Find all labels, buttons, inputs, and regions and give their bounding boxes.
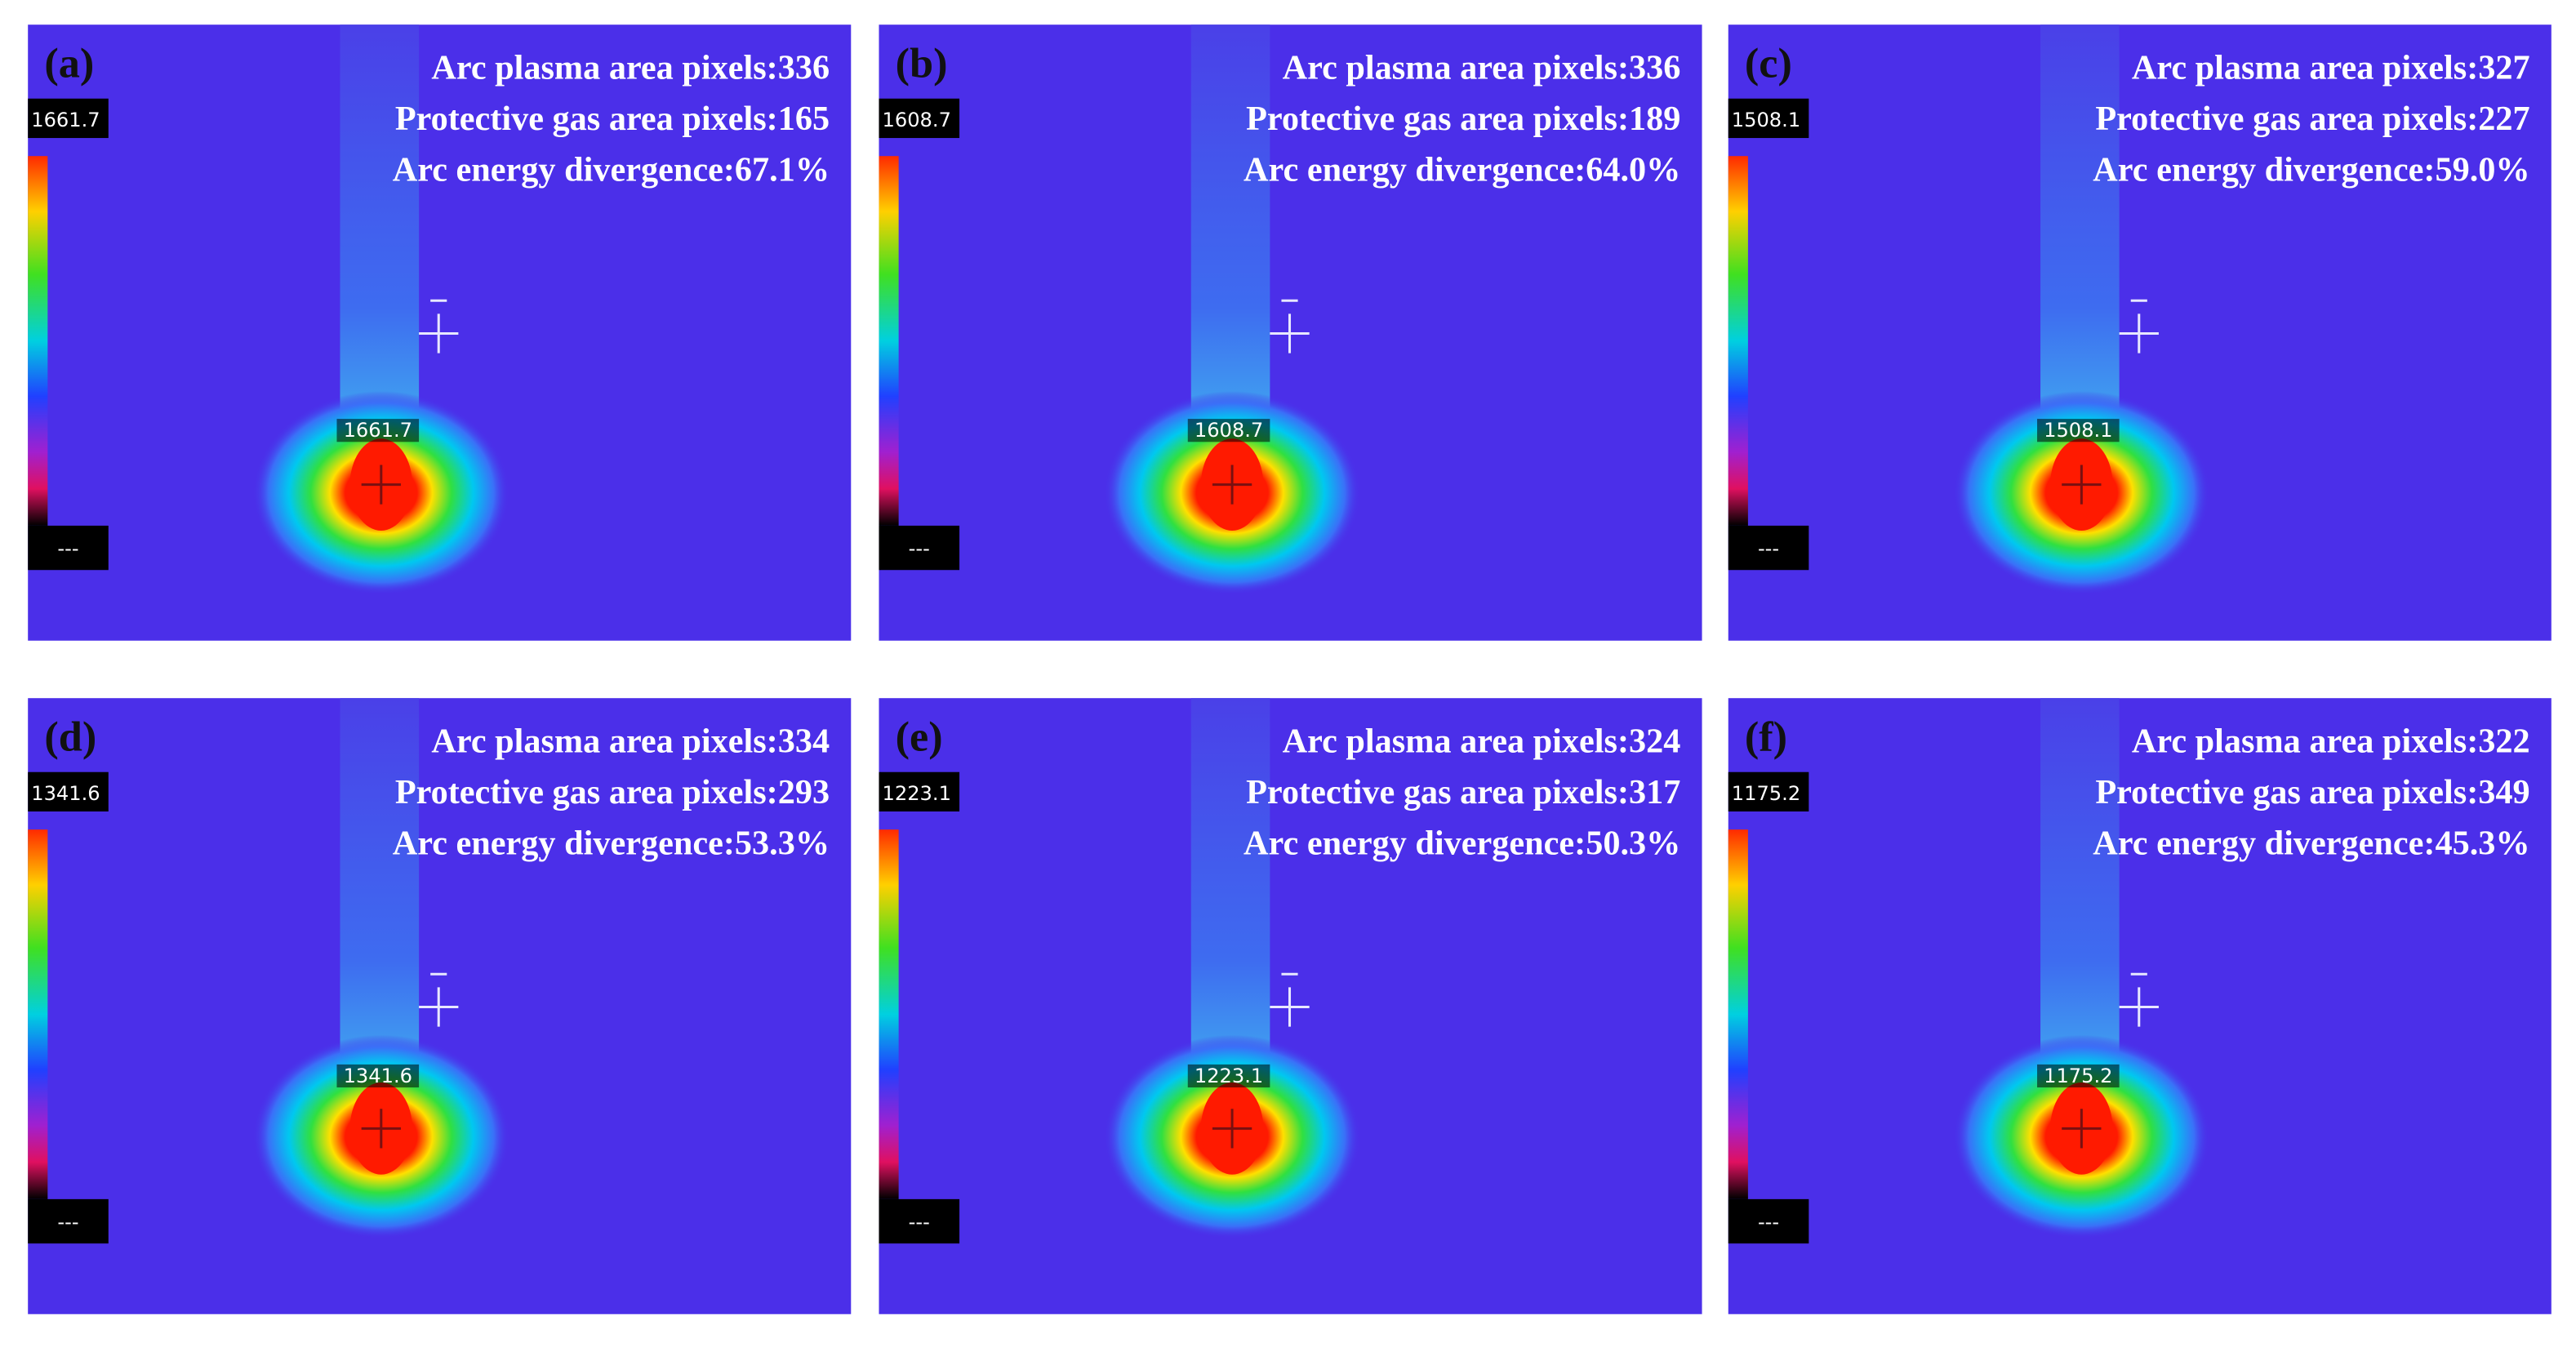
info-line: Arc plasma area pixels:334 [431,722,830,761]
torch-nozzle [340,698,420,1074]
torch-nozzle [340,24,420,429]
info-line: Arc plasma area pixels:322 [2132,722,2530,761]
info-line: Arc energy divergence:50.3% [1244,824,1680,862]
info-line: Arc plasma area pixels:324 [1283,722,1681,761]
scale-max: 1341.6 [31,782,100,805]
colorbar [1728,829,1748,1199]
torch-nozzle [1190,698,1270,1074]
info-line: Arc energy divergence:53.3% [393,824,830,862]
spot-cross [2062,1109,2102,1149]
colorbar [1728,156,1748,526]
scale-max: 1661.7 [31,109,100,131]
colorbar [28,156,48,526]
info-line: Arc plasma area pixels:327 [2132,49,2530,87]
crosshair [1270,972,1310,1027]
info-line: Arc energy divergence:45.3% [2093,824,2529,862]
info-line: Protective gas area pixels:189 [1246,100,1680,138]
colorbar [879,829,899,1199]
thermal-panel: 1223.1 1223.1 --- (e) Arc plasma area pixels… [879,698,1702,1314]
scale-min-box [28,525,109,571]
info-line: Arc plasma area pixels:336 [1283,49,1681,87]
torch-nozzle [1190,24,1270,429]
thermal-panel: 1508.1 1508.1 --- (c) Arc plasma area pixels… [1728,24,2552,641]
spot-cross [2062,465,2102,505]
torch-nozzle [2040,698,2120,1074]
scale-max-box [879,98,960,139]
scale-max-box [1728,771,1809,812]
scale-min: --- [57,1211,78,1234]
scale-min-box [1728,1198,1809,1244]
scale-max-box [879,771,960,812]
scale-min-box [28,1198,109,1244]
thermal-panel: 1661.7 1661.7 --- (a) Arc plasma area pixels… [28,24,852,641]
thermal-panel: 1608.7 1608.7 --- (b) Arc plasma area pixels… [879,24,1702,641]
crosshair [2119,972,2159,1027]
scale-max: 1223.1 [883,782,951,805]
info-line: Protective gas area pixels:227 [2095,100,2529,138]
scale-min: --- [909,537,930,560]
spot-label-box [1187,1064,1270,1088]
scale-min-box [879,525,960,571]
spot-cross [361,1109,401,1149]
spot-label-box [336,1064,420,1088]
scale-min-box [879,1198,960,1244]
spot-label: 1175.2 [2044,1065,2112,1087]
crosshair [419,972,459,1027]
info-line: Protective gas area pixels:293 [395,773,830,811]
thermal-panel: 1341.6 1341.6 --- (d) Arc plasma area pixels… [28,698,852,1314]
spot-label: 1508.1 [2044,419,2112,442]
panel-label: (e) [896,714,943,761]
panel-label: (c) [1745,40,1792,87]
scale-max: 1508.1 [1732,109,1800,131]
scale-max-box [1728,98,1809,139]
info-line: Arc energy divergence:59.0% [2093,150,2529,189]
info-line: Protective gas area pixels:349 [2095,773,2529,811]
spot-label-box [1187,419,1270,442]
panel-label: (b) [896,40,948,87]
scale-min: --- [1758,537,1779,560]
colorbar [28,829,48,1199]
thermal-panel: 1175.2 1175.2 --- (f) Arc plasma area pixels… [1728,698,2552,1314]
spot-cross [1212,1109,1252,1149]
scale-min: --- [909,1211,930,1234]
crosshair [1270,299,1310,353]
colorbar [879,156,899,526]
spot-label: 1661.7 [344,419,412,442]
spot-cross [361,465,401,505]
spot-label: 1341.6 [344,1065,412,1087]
spot-label: 1223.1 [1195,1065,1263,1087]
scale-min: --- [1758,1211,1779,1234]
scale-max: 1608.7 [883,109,951,131]
info-line: Protective gas area pixels:165 [395,100,830,138]
spot-label-box [336,419,420,442]
scale-min: --- [57,537,78,560]
spot-label-box [2037,419,2120,442]
panel-label: (f) [1745,714,1787,761]
info-line: Arc energy divergence:64.0% [1244,150,1680,189]
spot-cross [1212,465,1252,505]
spot-label-box [2037,1064,2120,1088]
torch-nozzle [2040,24,2120,429]
panel-label: (d) [44,714,96,761]
scale-max-box [28,771,109,812]
crosshair [2119,299,2159,353]
info-line: Arc energy divergence:67.1% [393,150,830,189]
scale-max-box [28,98,109,139]
crosshair [419,299,459,353]
spot-label: 1608.7 [1195,419,1263,442]
panel-label: (a) [44,40,94,87]
info-line: Arc plasma area pixels:336 [431,49,830,87]
info-line: Protective gas area pixels:317 [1246,773,1680,811]
scale-max: 1175.2 [1732,782,1800,805]
scale-min-box [1728,525,1809,571]
